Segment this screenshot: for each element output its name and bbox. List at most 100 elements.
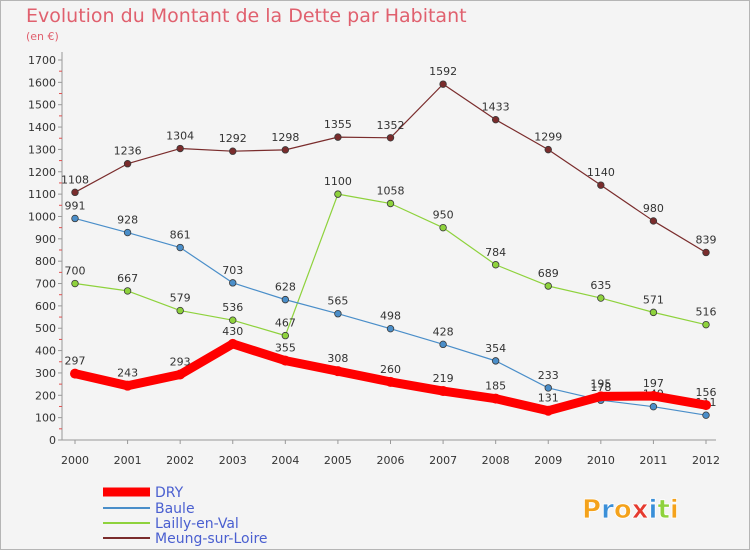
data-point	[71, 279, 79, 288]
data-point	[281, 331, 290, 340]
data-label: 1236	[114, 145, 142, 158]
data-point	[439, 340, 447, 349]
data-point	[386, 199, 395, 208]
data-label: 297	[65, 355, 86, 368]
data-point	[544, 384, 552, 392]
y-tick-label: 100	[35, 412, 56, 425]
data-point	[491, 357, 500, 365]
data-label: 1592	[429, 65, 457, 78]
x-tick-label: 2006	[377, 454, 405, 467]
logo-text: Proxiti	[582, 495, 679, 525]
data-point	[491, 115, 500, 124]
data-point	[439, 80, 447, 88]
data-label: 185	[485, 380, 506, 393]
y-tick-label: 1000	[28, 210, 56, 223]
data-label: 1304	[166, 130, 194, 143]
data-label: 1292	[219, 132, 247, 145]
data-point	[648, 390, 659, 401]
data-label: 689	[538, 267, 559, 280]
y-tick-label: 400	[35, 345, 56, 358]
data-point	[229, 316, 237, 324]
x-tick-label: 2009	[534, 454, 562, 467]
data-label: 156	[696, 386, 717, 399]
data-label: 536	[222, 301, 243, 314]
chart-subtitle: (en €)	[26, 30, 59, 43]
y-tick-label: 800	[35, 255, 56, 268]
data-point	[334, 133, 342, 141]
y-tick-label: 0	[49, 434, 56, 447]
data-point	[122, 380, 133, 391]
data-label: 861	[170, 229, 191, 242]
data-point	[439, 223, 447, 232]
y-tick-label: 600	[35, 300, 56, 313]
y-tick-label: 900	[35, 233, 56, 246]
data-point	[701, 400, 711, 411]
data-label: 355	[275, 342, 296, 355]
x-tick-label: 2000	[61, 454, 89, 467]
data-point	[386, 324, 395, 333]
series-meung-sur-loire: 1108 1236 1304 1292 1298 1355 1352 1592 1433 1299…	[61, 65, 717, 257]
data-point	[280, 355, 291, 366]
data-label: 354	[485, 342, 506, 355]
data-label: 579	[170, 292, 191, 305]
y-tick-label: 1500	[28, 99, 56, 112]
data-label: 498	[380, 310, 401, 323]
data-point	[490, 393, 501, 404]
legend-label: Baule	[155, 501, 195, 517]
data-point	[70, 368, 80, 379]
y-tick-label: 700	[35, 278, 56, 291]
data-point	[281, 146, 290, 154]
data-point	[123, 287, 132, 295]
series-dry: 297 243 293 430 355 308 260 219 185 131 195 197 156	[65, 325, 717, 416]
data-point	[543, 405, 554, 416]
data-point	[227, 338, 238, 349]
x-tick-label: 2003	[219, 454, 247, 467]
data-point	[649, 308, 658, 317]
data-point	[702, 411, 710, 419]
y-tick-label: 1600	[28, 76, 56, 89]
series-baule: 991928861703628565498428354233178149111	[65, 199, 717, 419]
data-label: 219	[433, 372, 454, 385]
data-label: 950	[433, 209, 454, 222]
data-point	[281, 295, 290, 304]
data-label: 260	[380, 363, 401, 376]
data-label: 628	[275, 281, 296, 294]
data-label: 1352	[377, 119, 405, 132]
data-point	[649, 217, 658, 225]
data-point	[334, 190, 342, 198]
data-point	[544, 282, 552, 290]
y-tick-label: 1100	[28, 188, 56, 201]
data-label: 635	[590, 279, 611, 292]
chart-title: Evolution du Montant de la Dette par Hab…	[26, 5, 467, 27]
data-label: 1058	[377, 185, 405, 198]
x-tick-label: 2001	[114, 454, 142, 467]
legend-label: Meung-sur-Loire	[155, 531, 268, 547]
data-label: 667	[117, 272, 138, 285]
data-label: 1298	[271, 131, 299, 144]
data-label: 980	[643, 202, 664, 215]
data-label: 467	[275, 317, 296, 330]
data-point	[544, 145, 552, 154]
data-point	[385, 376, 396, 387]
data-label: 131	[538, 392, 559, 405]
data-label: 991	[65, 199, 86, 212]
series-layer: 1108 1236 1304 1292 1298 1355 1352 1592 1433 1299…	[61, 65, 717, 419]
x-tick-label: 2007	[429, 454, 457, 467]
data-label: 700	[65, 265, 86, 278]
data-label: 243	[117, 367, 138, 380]
data-point	[334, 310, 342, 318]
data-label: 565	[327, 295, 348, 308]
data-point	[595, 391, 606, 402]
data-label: 839	[696, 233, 717, 246]
data-point	[491, 261, 500, 269]
y-tick-label: 300	[35, 367, 56, 380]
data-label: 784	[485, 246, 506, 259]
data-label: 430	[222, 325, 243, 338]
proxiti-logo: Proxiti	[582, 495, 680, 526]
legend-label: Lailly-en-Val	[155, 516, 239, 532]
data-point	[438, 386, 449, 397]
data-point	[123, 160, 132, 168]
